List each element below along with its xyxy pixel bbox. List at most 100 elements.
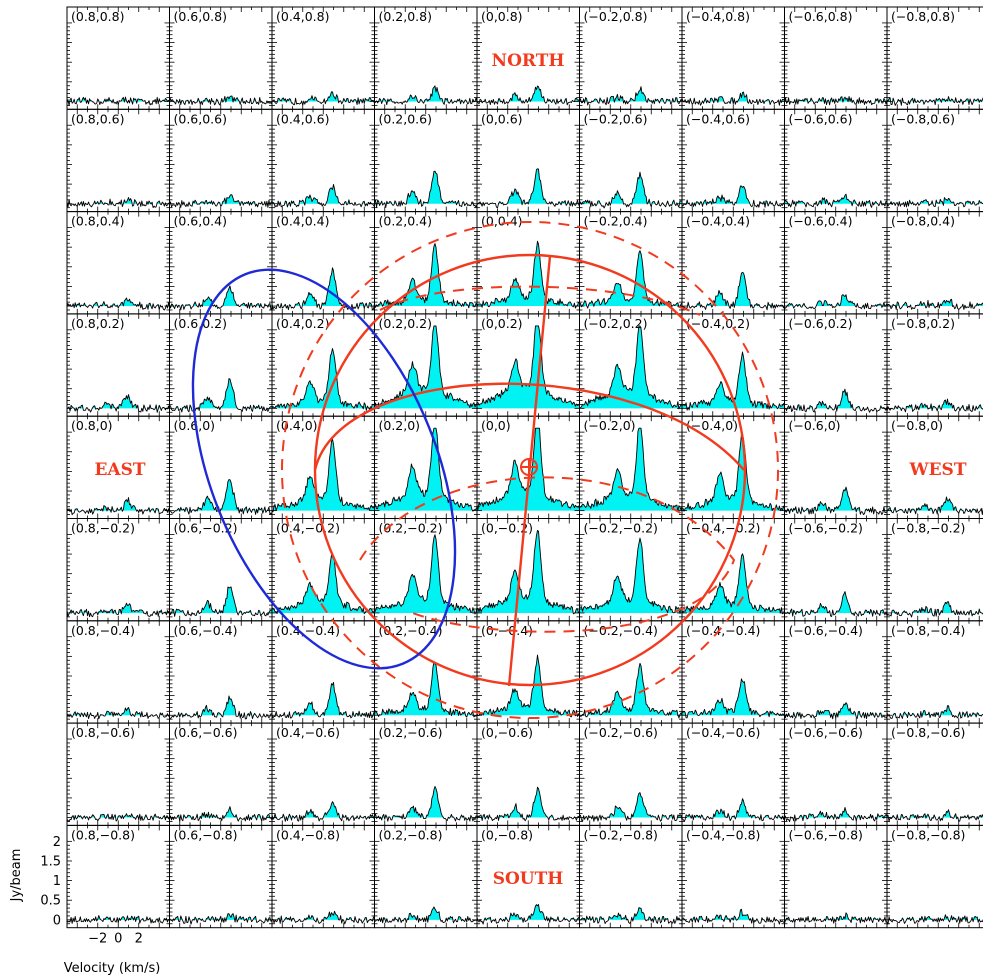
spectrum-line	[476, 85, 580, 106]
spectrum-panel: (0.4,−0.4)	[271, 620, 375, 724]
spectrum-panel: (−0.8,−0.4)	[886, 620, 983, 724]
spectrum-line	[579, 427, 683, 512]
spectrum-panel: (−0.8,0.8)	[886, 6, 983, 110]
panel-label: (0.6,−0.6)	[174, 725, 238, 740]
spectrum-line	[169, 95, 273, 106]
panel-label: (−0.6,0.2)	[789, 316, 853, 331]
spectrum-panel: (−0.2,0.8)	[579, 6, 683, 110]
spectrum-line	[374, 325, 478, 409]
panel-label: (−0.6,0.4)	[789, 214, 853, 229]
spectrum-line	[886, 398, 983, 413]
spectrum-panel: (0.8,0)	[66, 415, 170, 520]
spectrum-panel: (0.6,−0.4)	[169, 620, 273, 724]
spectrum-fill	[682, 678, 785, 716]
spectrum-panel: (−0.8,−0.2)	[886, 518, 983, 622]
panel-label: (0.4,0.8)	[276, 9, 330, 24]
panel-label: (−0.6,0.8)	[789, 9, 853, 24]
panel-label: (−0.4,0.2)	[686, 316, 750, 331]
spectrum-line	[169, 913, 273, 925]
spectrum-panel: (−0.4,0.4)	[681, 211, 785, 315]
spectrum-line	[681, 798, 785, 822]
panel-label: (−0.8,0)	[891, 418, 943, 433]
spectrum-panel: (0.2,0)	[374, 415, 478, 520]
panel-label: (0.6,0)	[174, 418, 216, 433]
panel-label: (0.4,−0.2)	[276, 521, 340, 536]
spectrum-panel: (0.8,0.8)	[66, 6, 170, 110]
spectrum-panel: (0.4,−0.6)	[271, 722, 375, 826]
spectrum-line	[169, 378, 273, 413]
spectrum-fill	[682, 798, 785, 818]
spectrum-line	[784, 193, 888, 208]
spectrum-line	[886, 496, 983, 515]
spectrum-fill	[579, 792, 682, 818]
spectrum-line	[66, 394, 170, 413]
spectrum-line	[784, 591, 888, 617]
panel-label: (−0.8,−0.2)	[891, 521, 965, 536]
panel-label: (−0.8,−0.6)	[891, 725, 965, 740]
panel-label: (−0.8,−0.4)	[891, 623, 965, 638]
panel-label: (−0.4,0.6)	[686, 111, 750, 126]
spectrum-line	[271, 910, 375, 925]
spectrum-line	[66, 197, 170, 209]
panel-label: (0.2,−0.4)	[379, 623, 443, 638]
spectrum-fill	[374, 325, 477, 409]
spectrum-panel: (0.6,0.8)	[169, 6, 273, 110]
spectrum-fill	[784, 807, 887, 818]
spectrum-line	[784, 294, 888, 310]
spectrum-fill	[682, 186, 785, 204]
spectrum-line	[66, 497, 170, 516]
spectrum-line	[784, 96, 888, 106]
spectrum-line	[886, 298, 983, 310]
spectrum-panel: (0.4,0)	[271, 415, 375, 520]
panel-label: (−0.6,−0.2)	[789, 521, 863, 536]
spectrum-fill	[477, 530, 580, 613]
spectrum-line	[681, 91, 785, 106]
panel-label: (−0.8,0.2)	[891, 316, 955, 331]
spectrum-panel: (0.2,0.4)	[374, 211, 478, 315]
spectrum-line	[476, 530, 580, 615]
panel-label: (−0.4,−0.2)	[686, 521, 760, 536]
spectrum-panel: (0.2,0.6)	[374, 108, 478, 213]
spectrum-line	[169, 479, 273, 516]
spectrum-panel: (−0.6,−0.4)	[784, 620, 888, 724]
spectrum-panel: (0.6,−0.8)	[169, 824, 273, 929]
panel-label: (−0.2,−0.2)	[584, 521, 658, 536]
spectrum-panel: (0.8,0.6)	[66, 108, 170, 213]
spectrum-line	[784, 807, 888, 823]
spectrum-line	[66, 297, 170, 311]
spectrum-fill	[579, 250, 682, 307]
panel-label: (0,−0.2)	[481, 521, 533, 536]
spectrum-line	[169, 586, 273, 617]
spectrum-fill	[579, 172, 682, 204]
panel-label: (0,−0.6)	[481, 725, 533, 740]
panel-label: (−0.6,−0.4)	[789, 623, 863, 638]
panel-label: (−0.6,0.6)	[789, 111, 853, 126]
spectrum-line	[271, 801, 375, 822]
spectrum-fill	[682, 433, 785, 511]
spectrum-panel: (−0.2,−0.6)	[579, 722, 683, 826]
panel-label: (0.8,0.4)	[71, 214, 125, 229]
spectrum-line	[476, 240, 580, 309]
spectrum-panel: (−0.2,−0.2)	[579, 518, 683, 622]
spectrum-line	[374, 534, 478, 615]
spectrum-line	[886, 601, 983, 618]
panel-label: (−0.2,0.8)	[584, 9, 648, 24]
spectrum-panel: (−0.6,0)	[784, 415, 888, 520]
spectrum-fill	[374, 428, 477, 511]
spectrum-fill	[67, 915, 170, 920]
spectrum-line	[169, 285, 273, 311]
panel-label: (0.6,0.8)	[174, 9, 228, 24]
spectrum-fill	[169, 586, 272, 613]
spectrum-fill	[272, 184, 375, 204]
spectrum-panel: (−0.6,0.2)	[784, 313, 888, 417]
panel-label: (0.8,0.6)	[71, 111, 125, 126]
panel-label: (0.8,−0.6)	[71, 725, 135, 740]
spectrum-line	[476, 654, 580, 718]
panel-label: (0.8,0.2)	[71, 316, 125, 331]
spectrum-fill	[784, 487, 887, 511]
panel-label: (−0.4,−0.6)	[686, 725, 760, 740]
spectrum-panel: (0.4,0.6)	[271, 108, 375, 213]
spectrum-fill	[887, 299, 983, 307]
spectrum-fill	[67, 813, 170, 818]
